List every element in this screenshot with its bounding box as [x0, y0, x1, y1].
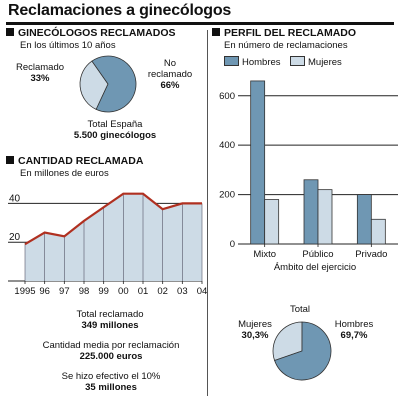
bar-xlabel: Ámbito del ejercicio: [273, 262, 357, 273]
area-ytick-label: 20: [9, 232, 21, 243]
area-xtick-label: 01: [138, 286, 149, 297]
section1-subtitle: En los últimos 10 años: [20, 40, 116, 51]
legend-mujeres: Mujeres: [290, 56, 342, 68]
area-total-label: Total reclamado: [76, 309, 144, 320]
pie2-slice-mujeres: [272, 321, 303, 361]
area-total-value: 349 millones: [81, 320, 139, 331]
pie1-slice-reclamado: [79, 60, 109, 110]
area-xtick-label: 1995: [14, 286, 35, 297]
pie2-mujeres-label: Mujeres: [238, 319, 272, 330]
pie1-reclamado-value: 33%: [30, 73, 50, 84]
area-xtick-label: 03: [177, 286, 188, 297]
area-media-label: Cantidad media por reclamación: [42, 340, 180, 351]
area-xtick-label: 00: [118, 286, 129, 297]
section3-title: PERFIL DEL RECLAMADO: [212, 27, 356, 39]
bar-ytick-label: 200: [219, 190, 235, 201]
area-efectivo-value: 35 millones: [85, 382, 137, 393]
bar-ytick-label: 600: [219, 91, 235, 102]
area-media-value: 225.000 euros: [79, 351, 143, 362]
bar-xtick-label: Mixto: [253, 249, 276, 260]
pie1-no-value: 66%: [160, 80, 180, 91]
legend-hombres: Hombres: [224, 56, 281, 68]
legend-mujeres-label: Mujeres: [308, 57, 342, 68]
pie1-slice-no-reclamado: [91, 55, 137, 113]
area-series-line: [24, 192, 202, 246]
legend-mujeres-swatch: [290, 56, 305, 66]
pie2-hombres-label: Hombres: [334, 319, 374, 330]
section3-subtitle: En número de reclamaciones: [224, 40, 348, 51]
pie2-mujeres-value: 30,3%: [241, 330, 269, 341]
bar-chart: Mixto Público Privado 0 200 400 600: [219, 80, 398, 260]
pie1-no-label-1: No: [163, 58, 177, 69]
bar-hombres-mixto: [250, 80, 266, 245]
area-xtick-label: 02: [157, 286, 168, 297]
area-chart: 1995 96 97 98 99 00 01 02 03 04 20 40: [8, 192, 207, 297]
pie2-hombres-value: 69,7%: [340, 330, 368, 341]
bar-xtick-label: Privado: [355, 249, 387, 260]
section1-title: GINECÓLOGOS RECLAMADOS: [6, 27, 176, 39]
pie1-reclamado-label: Reclamado: [15, 62, 65, 73]
pie1-total-value: 5.500 ginecólogos: [73, 130, 157, 141]
bar-hombres-público: [303, 179, 319, 245]
area-xtick-label: 96: [39, 286, 50, 297]
bar-mujeres-público: [317, 189, 333, 245]
bar-hombres-privado: [356, 194, 372, 245]
area-xtick-label: 97: [59, 286, 70, 297]
area-efectivo-label: Se hizo efectivo el 10%: [61, 371, 161, 382]
legend-hombres-swatch: [224, 56, 239, 66]
page-title: Reclamaciones a ginecólogos: [8, 2, 232, 19]
area-ytick-label: 40: [9, 193, 21, 204]
area-xtick-label: 99: [98, 286, 109, 297]
pie2-total-label: Total: [289, 304, 311, 315]
legend-hombres-label: Hombres: [242, 57, 281, 68]
pie2-chart: [272, 321, 332, 381]
pie1-total-label: Total España: [87, 119, 143, 130]
bar-mujeres-mixto: [264, 199, 280, 245]
bar-mujeres-privado: [370, 218, 386, 245]
column-divider: [207, 30, 208, 396]
area-xtick-label: 98: [79, 286, 90, 297]
section2-subtitle: En millones de euros: [20, 168, 109, 179]
title-rule: [6, 22, 394, 25]
bar-ytick-label: 400: [219, 140, 235, 151]
pie1-chart: [79, 55, 137, 113]
pie1-no-label-2: reclamado: [147, 69, 193, 80]
area-xtick-label: 04: [197, 286, 207, 297]
section2-title: CANTIDAD RECLAMADA: [6, 155, 143, 167]
area-fill: [25, 193, 202, 281]
pie2-slice-hombres: [274, 321, 332, 381]
bar-xtick-label: Público: [302, 249, 333, 260]
bar-ytick-label: 0: [230, 239, 235, 250]
